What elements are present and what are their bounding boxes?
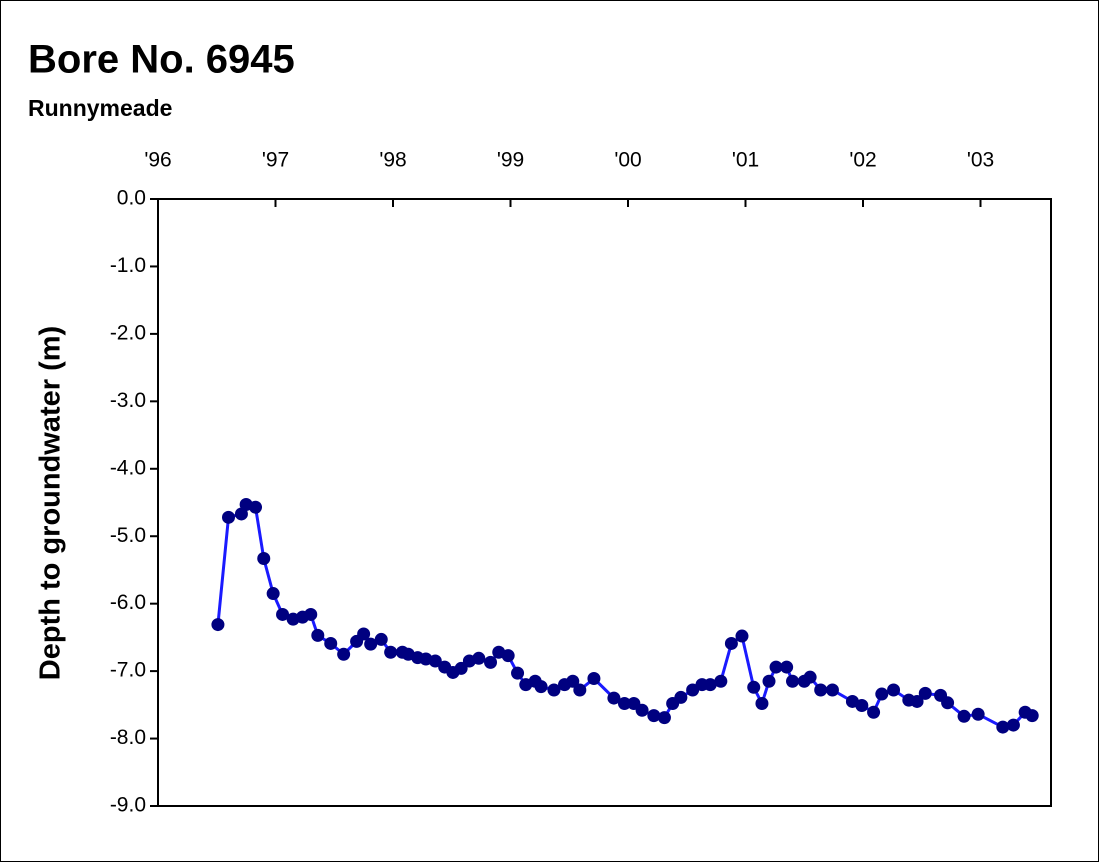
data-point xyxy=(887,683,901,697)
data-point xyxy=(324,636,338,650)
y-tick-label: -9.0 xyxy=(110,794,146,817)
chart-subtitle: Runnymeade xyxy=(28,95,172,121)
data-point xyxy=(607,691,621,705)
data-point xyxy=(1006,718,1020,732)
data-point xyxy=(617,696,631,710)
chart-title: Bore No. 6945 xyxy=(28,38,295,82)
data-point xyxy=(534,680,548,694)
data-point xyxy=(674,690,688,704)
data-point xyxy=(249,500,263,514)
data-point xyxy=(511,666,525,680)
data-point xyxy=(222,510,235,524)
y-tick-label: -1.0 xyxy=(110,254,146,277)
data-point xyxy=(786,674,799,688)
data-point xyxy=(211,618,225,632)
data-point xyxy=(714,674,728,688)
data-point xyxy=(703,678,717,692)
data-point xyxy=(762,674,776,688)
data-point xyxy=(364,637,378,651)
x-tick-label: '97 xyxy=(262,149,289,172)
data-point xyxy=(547,683,561,697)
data-point xyxy=(304,607,318,621)
data-point xyxy=(276,607,290,621)
data-point xyxy=(769,660,783,674)
y-axis-label: Depth to groundwater (m) xyxy=(35,326,67,680)
x-tick-label: '96 xyxy=(144,149,171,172)
y-tick-label: -6.0 xyxy=(110,591,146,614)
data-point xyxy=(337,647,351,661)
y-tick-label: 0.0 xyxy=(117,187,146,210)
x-tick-label: '02 xyxy=(849,149,876,172)
x-tick-label: '01 xyxy=(732,149,759,172)
data-point xyxy=(311,628,325,642)
data-point xyxy=(384,645,398,659)
data-point xyxy=(735,629,749,643)
data-point xyxy=(587,672,601,686)
data-point xyxy=(472,651,486,665)
data-point xyxy=(918,686,932,700)
data-point xyxy=(635,703,649,717)
y-tick-label: -5.0 xyxy=(110,524,146,547)
data-point xyxy=(814,683,828,697)
data-point xyxy=(855,699,869,713)
data-point xyxy=(910,694,924,708)
data-point xyxy=(484,655,498,669)
y-tick-label: -2.0 xyxy=(110,321,146,344)
data-point xyxy=(941,696,955,710)
data-point xyxy=(825,683,839,697)
data-point xyxy=(971,707,985,721)
data-point xyxy=(257,551,271,565)
x-tick-label: '03 xyxy=(967,149,994,172)
x-tick-label: '00 xyxy=(614,149,641,172)
data-point xyxy=(957,709,971,723)
plot-frame xyxy=(157,198,1052,807)
data-point xyxy=(501,649,515,663)
data-point xyxy=(803,670,817,684)
data-point xyxy=(867,705,881,719)
data-point xyxy=(566,674,580,688)
data-point xyxy=(1025,709,1039,723)
data-point xyxy=(747,680,761,694)
data-point xyxy=(724,636,738,650)
y-tick-label: -3.0 xyxy=(110,389,146,412)
y-tick-label: -4.0 xyxy=(110,456,146,479)
data-point xyxy=(875,687,889,701)
x-tick-label: '98 xyxy=(379,149,406,172)
data-point xyxy=(647,709,661,723)
data-point xyxy=(357,627,371,641)
x-tick-label: '99 xyxy=(497,149,524,172)
data-point xyxy=(266,587,280,601)
data-point xyxy=(657,711,671,725)
data-point xyxy=(428,654,442,668)
data-point xyxy=(996,720,1010,734)
data-point xyxy=(686,683,700,697)
data-point xyxy=(573,683,587,697)
data-point xyxy=(374,632,388,646)
data-point xyxy=(780,660,794,674)
y-tick-label: -7.0 xyxy=(110,659,146,682)
y-tick-label: -8.0 xyxy=(110,726,146,749)
data-point xyxy=(755,696,769,710)
